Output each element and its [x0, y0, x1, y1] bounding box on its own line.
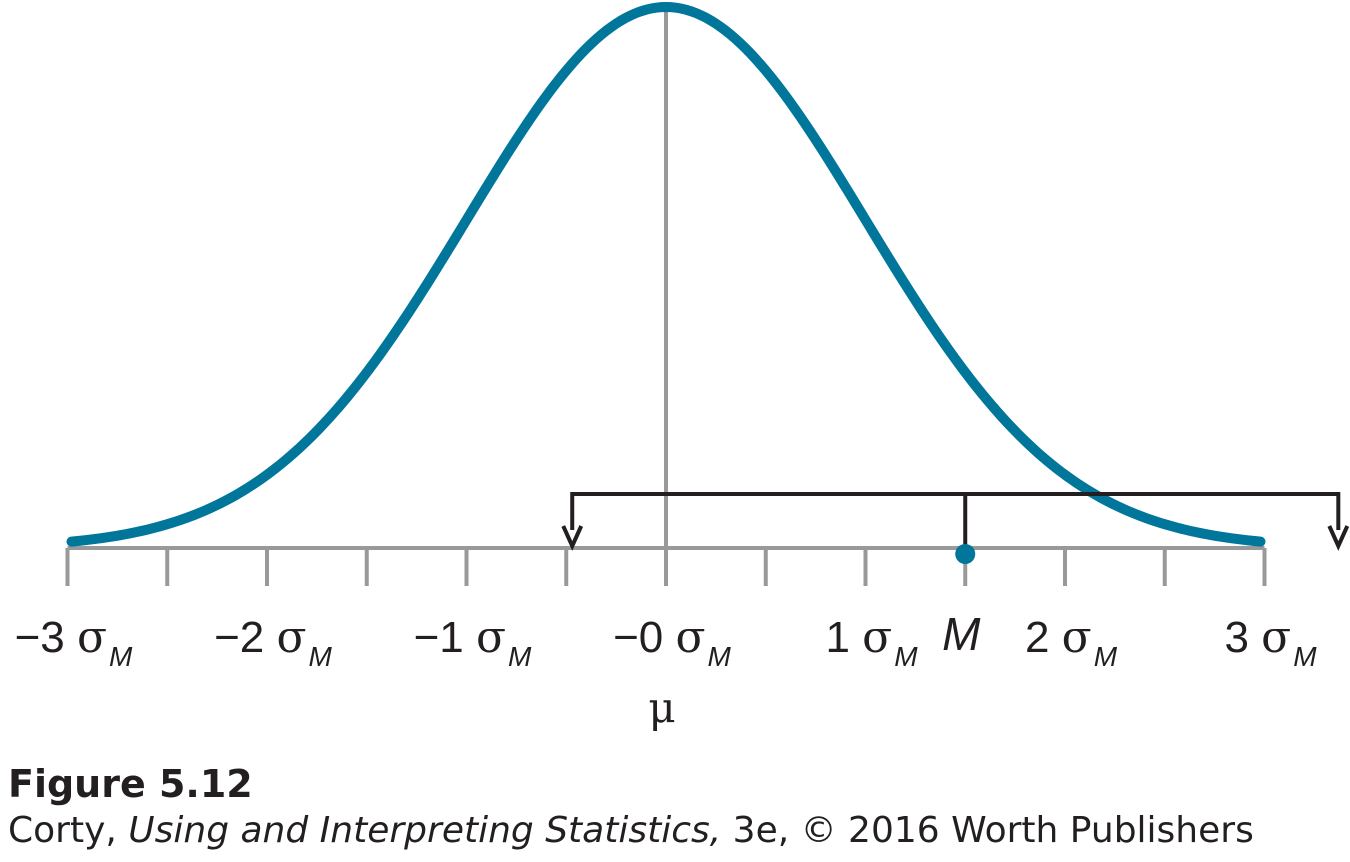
credit-author: Corty, [8, 810, 117, 851]
sigma-subscript: M [309, 641, 333, 672]
tick-label: 3 σM [1224, 612, 1317, 672]
tick-number: −2 [214, 613, 276, 662]
tick-number: −1 [414, 613, 476, 662]
sigma-symbol: σ [1261, 612, 1291, 663]
tick-label: 1 σM [825, 612, 918, 672]
sigma-subscript: M [894, 641, 918, 672]
confidence-interval-bracket [561, 492, 1350, 564]
tick-number: −3 [15, 613, 77, 662]
sigma-symbol: σ [77, 612, 107, 663]
credit-edition: 3e, © 2016 Worth Publishers [732, 810, 1254, 851]
sigma-subscript: M [1293, 641, 1317, 672]
population-mean-label: μ [648, 683, 675, 732]
tick-number: 3 [1224, 613, 1261, 662]
tick-label: −2 σM [214, 612, 332, 672]
axis-labels: −3 σM −2 σM −1 σM −0 σM 1 σM 2 σM 3 σM [15, 612, 1318, 672]
tick-label: −3 σM [15, 612, 133, 672]
sigma-subscript: M [708, 641, 732, 672]
tick-label: −0 σM [613, 612, 731, 672]
tick-label: 2 σM [1025, 612, 1118, 672]
tick-number: 2 [1025, 613, 1062, 662]
sample-mean-point [955, 544, 976, 564]
figure-label: Figure 5.12 [8, 762, 253, 806]
interval-bracket-line [570, 492, 1341, 530]
figure-credit: Corty, Using and Interpreting Statistics… [8, 810, 1254, 851]
interval-lower-arrow [561, 525, 584, 551]
normal-curve [66, 1, 1266, 547]
sigma-subscript: M [1094, 641, 1118, 672]
sigma-symbol: σ [862, 612, 892, 663]
sigma-symbol: σ [676, 612, 706, 663]
sample-mean-label: M [942, 608, 981, 660]
interval-upper-arrow [1327, 525, 1350, 551]
sigma-subscript: M [508, 641, 532, 672]
sigma-symbol: σ [1062, 612, 1092, 663]
tick-label: −1 σM [414, 612, 532, 672]
sigma-subscript: M [109, 641, 133, 672]
credit-book-title: Using and Interpreting Statistics, [128, 810, 722, 851]
tick-number: −0 [613, 613, 675, 662]
tick-number: 1 [825, 613, 862, 662]
sigma-symbol: σ [277, 612, 307, 663]
sigma-symbol: σ [476, 612, 506, 663]
x-axis [65, 7, 1267, 586]
